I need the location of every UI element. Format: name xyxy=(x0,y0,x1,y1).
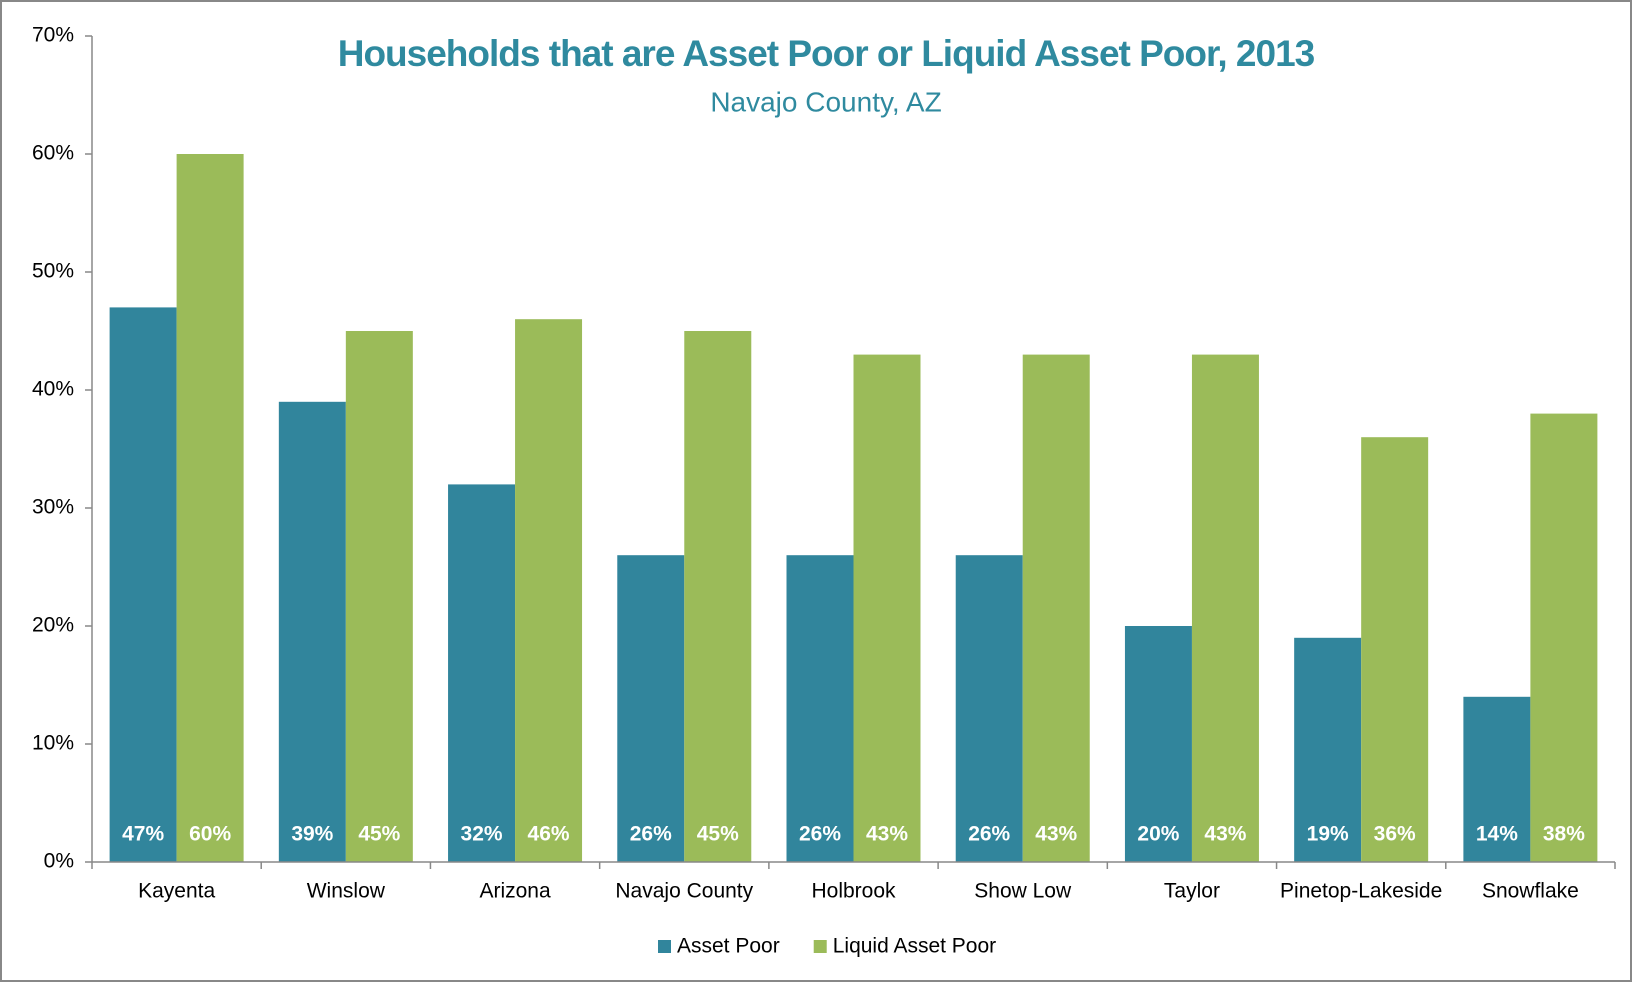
bar xyxy=(1530,413,1598,862)
bar xyxy=(1022,354,1090,862)
legend-swatch xyxy=(813,940,827,953)
value-label: 14% xyxy=(1476,823,1518,846)
chart-title: Households that are Asset Poor or Liquid… xyxy=(338,33,1315,74)
value-label: 26% xyxy=(968,823,1010,846)
x-tick-label: Taylor xyxy=(1164,880,1220,903)
bar xyxy=(345,331,413,862)
bar xyxy=(617,555,685,862)
bar xyxy=(853,354,921,862)
value-label: 26% xyxy=(799,823,841,846)
x-tick-label: Show Low xyxy=(974,880,1072,903)
x-tick-label: Holbrook xyxy=(811,880,896,903)
x-tick-label: Kayenta xyxy=(138,880,215,903)
y-tick-label: 20% xyxy=(32,614,74,637)
value-label: 20% xyxy=(1137,823,1179,846)
value-label: 46% xyxy=(528,823,570,846)
value-label: 43% xyxy=(866,823,908,846)
bar xyxy=(278,401,346,862)
bar xyxy=(1124,626,1192,862)
y-tick-label: 0% xyxy=(44,850,74,873)
bar xyxy=(955,555,1023,862)
value-label: 45% xyxy=(697,823,739,846)
value-label: 38% xyxy=(1543,823,1585,846)
value-label: 43% xyxy=(1204,823,1246,846)
bar xyxy=(176,154,244,862)
chart-subtitle: Navajo County, AZ xyxy=(710,86,941,117)
bar xyxy=(1191,354,1259,862)
value-label: 45% xyxy=(358,823,400,846)
bar xyxy=(786,555,854,862)
y-tick-label: 10% xyxy=(32,732,74,755)
y-tick-label: 40% xyxy=(32,378,74,401)
value-label: 39% xyxy=(291,823,333,846)
x-tick-label: Navajo County xyxy=(615,880,753,903)
y-tick-label: 60% xyxy=(32,142,74,165)
legend-label: Liquid Asset Poor xyxy=(833,935,996,958)
y-tick-label: 50% xyxy=(32,260,74,283)
value-label: 32% xyxy=(461,823,503,846)
bar xyxy=(515,319,583,862)
x-tick-label: Snowflake xyxy=(1482,880,1579,903)
value-label: 47% xyxy=(122,823,164,846)
legend-label: Asset Poor xyxy=(677,935,780,958)
value-label: 43% xyxy=(1035,823,1077,846)
bar xyxy=(684,331,752,862)
value-label: 60% xyxy=(189,823,231,846)
value-label: 26% xyxy=(630,823,672,846)
y-tick-label: 70% xyxy=(32,24,74,47)
y-tick-label: 30% xyxy=(32,496,74,519)
legend-swatch xyxy=(658,940,671,953)
x-tick-label: Arizona xyxy=(479,880,551,903)
bar xyxy=(1463,696,1531,862)
value-label: 19% xyxy=(1307,823,1349,846)
bar xyxy=(1294,637,1362,862)
bar xyxy=(1361,437,1429,862)
value-label: 36% xyxy=(1374,823,1416,846)
x-tick-label: Winslow xyxy=(307,880,386,903)
x-tick-label: Pinetop-Lakeside xyxy=(1280,880,1442,903)
bar xyxy=(448,484,516,862)
bar xyxy=(109,307,177,862)
